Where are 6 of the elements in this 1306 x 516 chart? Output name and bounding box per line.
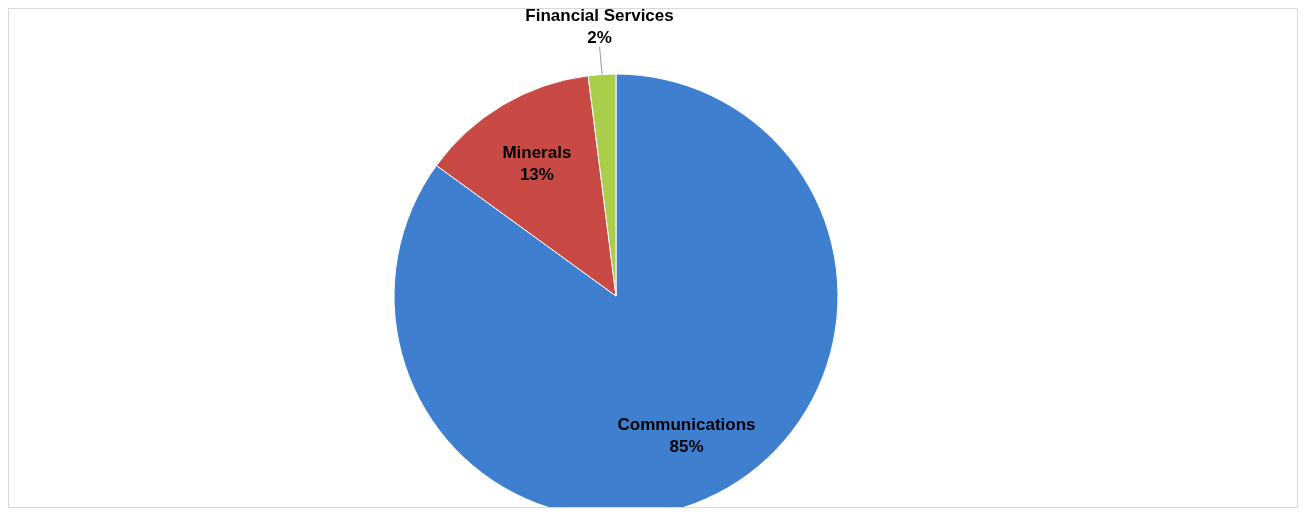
- slice-label: Financial Services: [525, 5, 674, 25]
- slice-label: Minerals: [502, 143, 572, 163]
- slice-label: Communications: [617, 415, 756, 435]
- data-label: 2%: [587, 27, 612, 47]
- data-label: 13%: [519, 165, 554, 185]
- data-label: 85%: [669, 437, 704, 457]
